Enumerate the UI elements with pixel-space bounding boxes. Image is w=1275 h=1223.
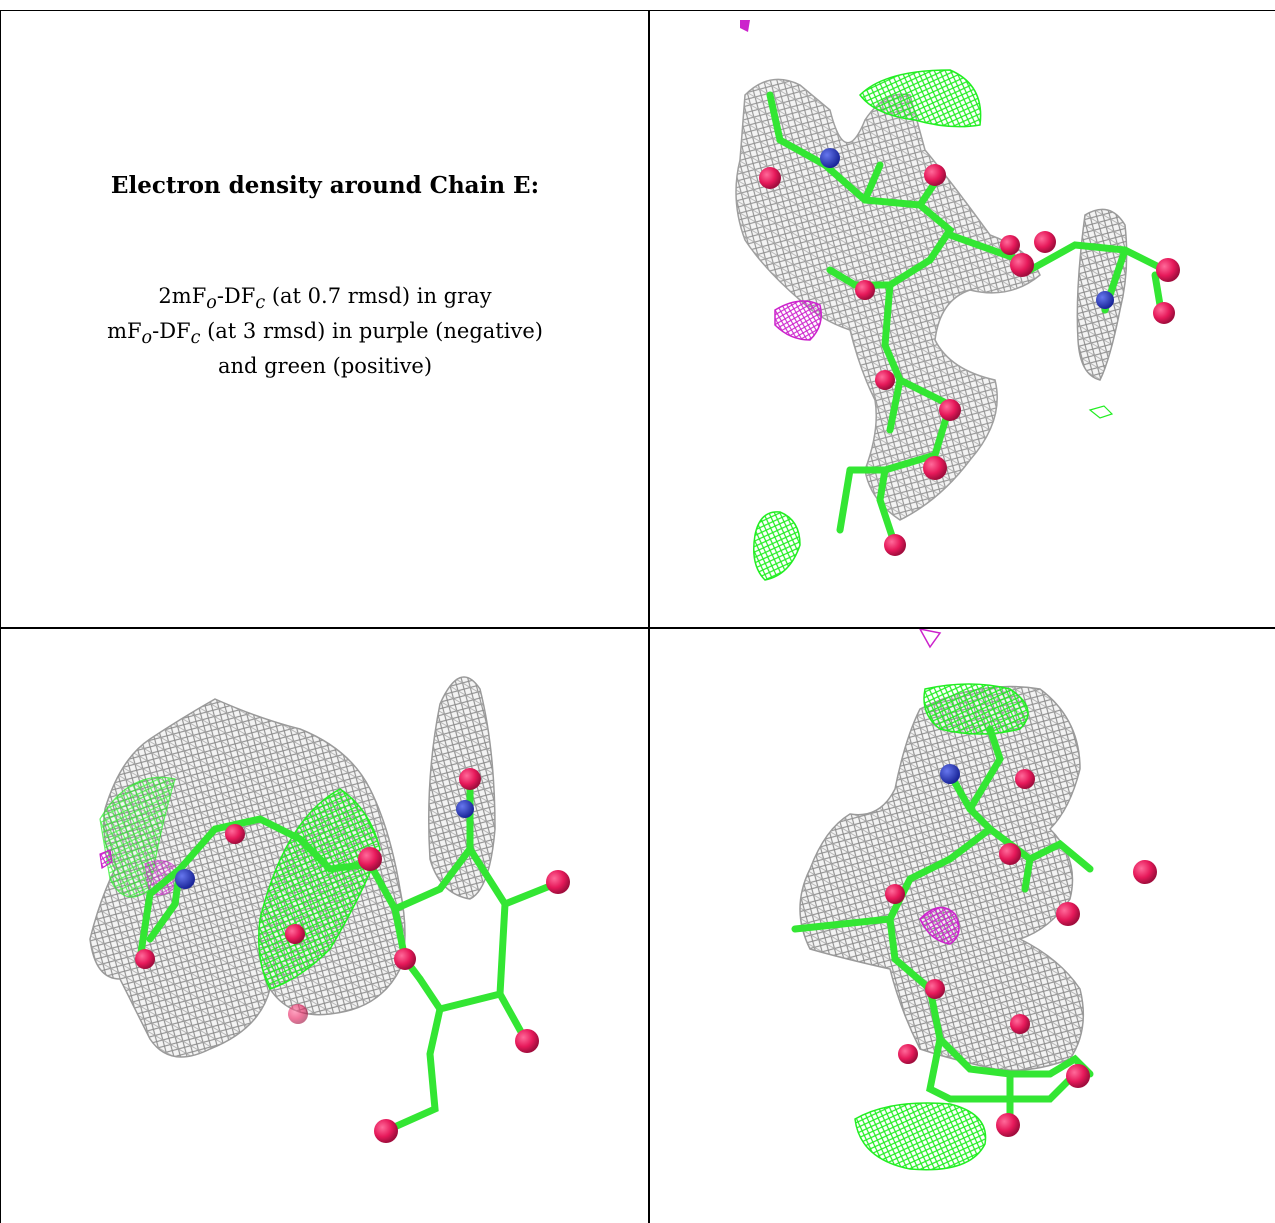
caption-line-positive: and green (positive) xyxy=(217,354,433,379)
atoms xyxy=(135,768,570,1143)
caption-line1-mid: -DF xyxy=(216,284,256,308)
atoms xyxy=(759,148,1180,556)
border-top xyxy=(0,10,1275,11)
caption-description: 2mFo-DFc (at 0.7 rmsd) in gray mFo-DFc (… xyxy=(40,282,610,380)
caption-line1-sub-c: c xyxy=(255,293,266,314)
caption-line1-post: (at 0.7 rmsd) in gray xyxy=(265,284,492,308)
molecule-density-render-icon xyxy=(735,20,1180,581)
caption-line2-post: (at 3 rmsd) in purple (negative) xyxy=(200,319,543,344)
caption-cell: Electron density around Chain E: 2mFo-DF… xyxy=(0,0,648,627)
caption-line1-pre: 2mF xyxy=(158,284,207,308)
caption-line2-sub-c: c xyxy=(190,328,201,349)
view-bottom-right xyxy=(650,629,1275,1223)
border-middle-vertical xyxy=(648,10,650,1223)
caption-heading: Electron density around Chain E: xyxy=(110,172,540,199)
border-left xyxy=(0,10,1,1223)
caption-line1-sub-o: o xyxy=(206,293,217,314)
border-middle-horizontal xyxy=(0,627,1275,629)
caption-line2-pre: mF xyxy=(107,319,142,344)
molecule-density-render-icon xyxy=(791,629,1157,1171)
caption-line2-mid: -DF xyxy=(152,319,191,344)
caption-line-gray: 2mFo-DFc (at 0.7 rmsd) in gray xyxy=(40,282,610,317)
caption-line-difference: mFo-DFc (at 3 rmsd) in purple (negative) xyxy=(40,317,610,352)
view-top-right xyxy=(650,0,1275,627)
caption-line2-sub-o: o xyxy=(141,328,153,349)
view-bottom-left xyxy=(0,629,648,1223)
molecule-density-render-icon xyxy=(89,676,570,1143)
atoms xyxy=(885,764,1157,1137)
